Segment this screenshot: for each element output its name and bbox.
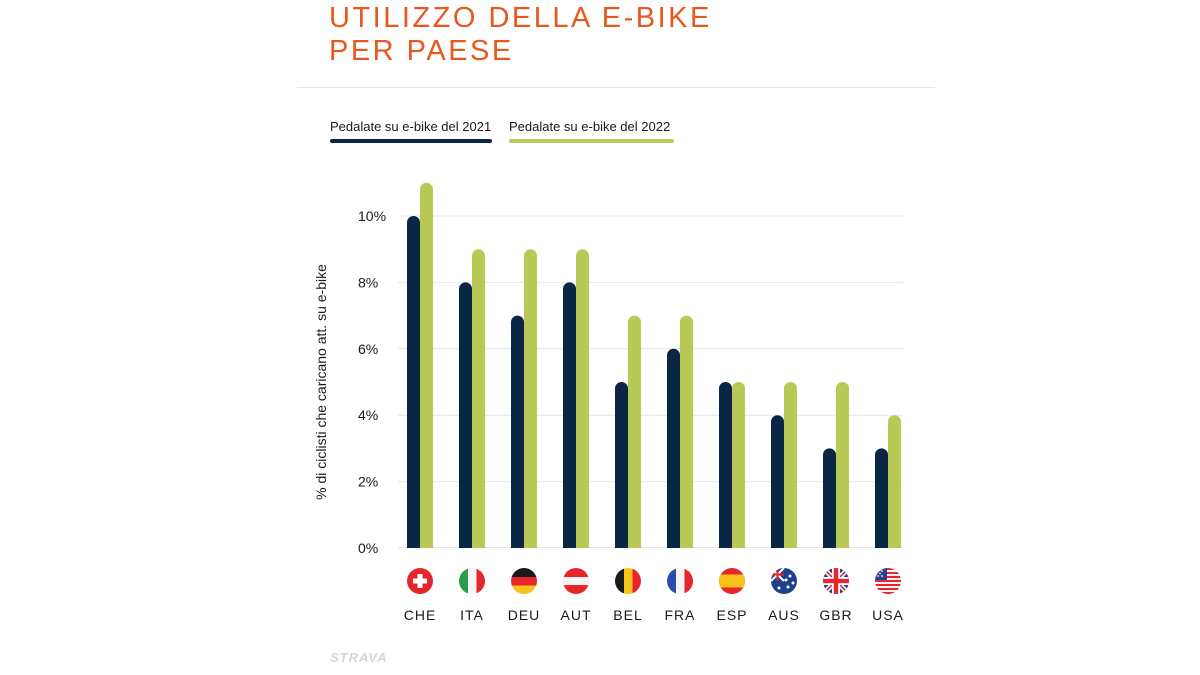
bar-usa-2022 (888, 415, 901, 554)
bar-che-2022 (420, 182, 433, 555)
bar-fra-2022 (680, 315, 693, 554)
switzerland-flag-icon (407, 568, 433, 594)
x-category-label: GBR (819, 607, 852, 623)
germany-flag-icon (511, 568, 537, 594)
y-tick-label: 6% (358, 341, 378, 357)
title-divider (297, 87, 935, 88)
legend-item-2021: Pedalate su e-bike del 2021 (330, 119, 492, 143)
bar-che-2021 (407, 216, 420, 554)
bar-aus-2021 (771, 415, 784, 554)
x-category-label: CHE (404, 607, 437, 623)
y-tick-label: 0% (358, 540, 378, 556)
uk-flag-icon (823, 568, 849, 594)
y-tick-label: 2% (358, 474, 378, 490)
y-tick-label: 10% (358, 208, 386, 224)
x-category-label: DEU (508, 607, 541, 623)
legend-label-2022: Pedalate su e-bike del 2022 (509, 119, 671, 134)
x-category-label: BEL (613, 607, 642, 623)
y-tick-label: 8% (358, 274, 378, 290)
legend-swatch-2022 (509, 139, 674, 143)
australia-flag-icon (771, 568, 797, 594)
bar-aut-2022 (576, 249, 589, 554)
bar-bel-2021 (615, 382, 628, 554)
austria-flag-icon (563, 568, 589, 594)
chart-title-line-1: UTILIZZO DELLA E-BIKE (329, 2, 712, 34)
legend-item-2022: Pedalate su e-bike del 2022 (509, 119, 674, 143)
x-category-label: AUT (561, 607, 592, 623)
bar-aut-2021 (563, 282, 576, 554)
legend-swatch-2021 (330, 139, 492, 143)
baseline-mask (398, 548, 903, 556)
x-category-label: ITA (460, 607, 484, 623)
usa-flag-icon (875, 568, 901, 594)
bar-deu-2021 (511, 315, 524, 554)
bar-aus-2022 (784, 382, 797, 554)
bar-gbr-2022 (836, 382, 849, 554)
y-tick-label: 4% (358, 407, 378, 423)
bars-layer (398, 182, 903, 556)
spain-flag-icon (719, 568, 745, 594)
flags-layer (407, 568, 901, 594)
bar-usa-2021 (875, 448, 888, 554)
belgium-flag-icon (615, 568, 641, 594)
france-flag-icon (667, 568, 693, 594)
bar-esp-2022 (732, 382, 745, 554)
x-category-label: FRA (665, 607, 696, 623)
italy-flag-icon (459, 568, 485, 594)
bar-bel-2022 (628, 315, 641, 554)
bar-ita-2022 (472, 249, 485, 554)
bar-gbr-2021 (823, 448, 836, 554)
bar-ita-2021 (459, 282, 472, 554)
category-labels: CHE ITA DEU AUT BEL FRA ESP AUS GBR USA (404, 607, 904, 623)
x-category-label: USA (872, 607, 904, 623)
x-category-label: ESP (716, 607, 747, 623)
bar-fra-2021 (667, 348, 680, 554)
x-category-label: AUS (768, 607, 800, 623)
bar-deu-2022 (524, 249, 537, 554)
strava-logo: STRAVA (330, 650, 388, 665)
chart-title-line-2: PER PAESE (329, 35, 514, 67)
bar-esp-2021 (719, 382, 732, 554)
legend-label-2021: Pedalate su e-bike del 2021 (330, 119, 492, 134)
chart-title: UTILIZZO DELLA E-BIKE PER PAESE (329, 2, 712, 68)
